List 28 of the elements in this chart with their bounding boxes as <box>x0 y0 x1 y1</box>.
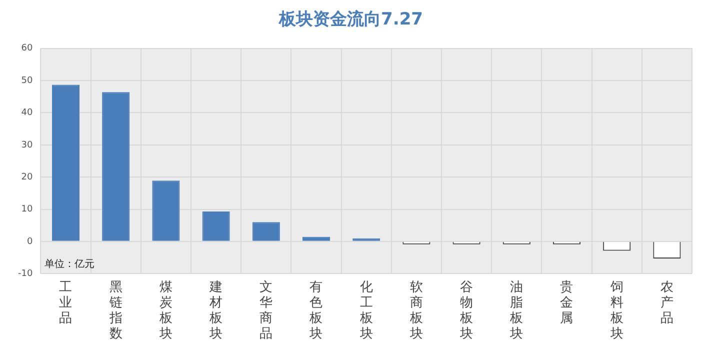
x-tick-label: 化工板块 <box>358 280 373 342</box>
x-tick-label: 油脂板块 <box>509 280 524 342</box>
y-tick-label: 10 <box>21 204 33 215</box>
bar <box>102 92 130 241</box>
x-tick-label: 煤炭板块 <box>158 280 172 342</box>
x-tick-label: 有色板块 <box>308 280 323 342</box>
bar <box>202 212 230 241</box>
bar <box>252 222 280 241</box>
y-tick-label: 30 <box>21 140 33 150</box>
x-tick-label: 工业品 <box>59 280 72 326</box>
chart-title: 板块资金流向7.27 <box>278 10 423 30</box>
annotation: 单位：亿元 <box>44 258 95 270</box>
y-tick-label: 60 <box>21 44 33 54</box>
x-tick-label: 文华商品 <box>260 280 273 342</box>
y-tick-label: 0 <box>26 236 33 247</box>
bar <box>52 84 80 241</box>
y-tick-label: -10 <box>18 268 33 279</box>
bar <box>152 180 180 241</box>
x-tick-label: 农产品 <box>660 280 674 326</box>
x-tick-label: 建材板块 <box>208 280 223 342</box>
x-tick-label: 黑链指数 <box>108 280 122 342</box>
y-tick-label: 50 <box>21 76 33 86</box>
x-tick-label: 软商板块 <box>408 280 423 342</box>
y-tick-label: 20 <box>21 172 33 182</box>
x-tick-label: 贵金属 <box>560 280 574 326</box>
y-tick-label: 40 <box>21 108 33 118</box>
x-tick-label: 谷物板块 <box>459 280 474 342</box>
x-tick-label: 饲料板块 <box>609 280 624 342</box>
